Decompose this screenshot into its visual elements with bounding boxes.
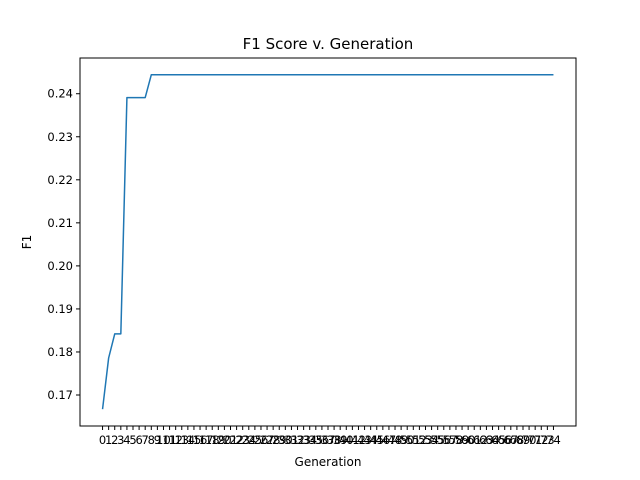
x-tick-label: 74 <box>546 433 561 447</box>
chart-title: F1 Score v. Generation <box>243 35 414 53</box>
x-tick-label: 56 <box>436 433 451 447</box>
x-tick-label: 30 <box>278 433 293 447</box>
x-tick-label: 27 <box>260 433 275 447</box>
y-tick-label: 0.24 <box>47 87 73 101</box>
x-tick-label: 61 <box>467 433 482 447</box>
x-tick-label: 57 <box>443 433 458 447</box>
x-tick-label: 38 <box>327 433 342 447</box>
x-tick-label: 28 <box>266 433 281 447</box>
x-tick-label: 70 <box>522 433 537 447</box>
x-tick-label: 3 <box>117 433 124 447</box>
x-tick-label: 69 <box>516 433 531 447</box>
x-tick-label: 8 <box>148 433 155 447</box>
x-tick-label: 32 <box>290 433 305 447</box>
x-tick-label: 7 <box>142 433 149 447</box>
x-tick-label: 15 <box>187 433 202 447</box>
x-tick-label: 17 <box>199 433 214 447</box>
x-tick-label: 64 <box>485 433 500 447</box>
x-tick-label: 41 <box>345 433 360 447</box>
plot-area: 0.170.180.190.200.210.220.230.2401234567… <box>47 57 577 447</box>
x-tick-label: 52 <box>412 433 427 447</box>
x-tick-label: 0 <box>99 433 106 447</box>
x-tick-label: 60 <box>461 433 476 447</box>
x-tick-label: 35 <box>308 433 323 447</box>
series-line-0 <box>101 74 554 410</box>
x-tick-label: 10 <box>156 433 171 447</box>
y-tick-label: 0.22 <box>47 173 73 187</box>
x-tick-label: 73 <box>540 433 555 447</box>
x-axis-label: Generation <box>295 455 362 469</box>
x-tick-label: 36 <box>315 433 330 447</box>
x-tick-label: 53 <box>418 433 433 447</box>
x-tick-label: 58 <box>449 433 464 447</box>
y-tick-label: 0.21 <box>47 216 73 230</box>
y-tick-label: 0.18 <box>47 345 73 359</box>
x-tick-label: 59 <box>455 433 470 447</box>
x-tick-label: 31 <box>284 433 299 447</box>
x-tick-label: 6 <box>135 433 142 447</box>
x-tick-label: 9 <box>154 433 161 447</box>
x-tick-label: 66 <box>497 433 512 447</box>
x-tick-label: 24 <box>241 433 256 447</box>
x-tick-label: 50 <box>400 433 415 447</box>
x-tick-label: 46 <box>376 433 391 447</box>
x-tick-label: 43 <box>357 433 372 447</box>
x-tick-label: 19 <box>211 433 226 447</box>
x-tick-label: 39 <box>333 433 348 447</box>
x-tick-label: 5 <box>129 433 136 447</box>
x-tick-label: 14 <box>181 433 196 447</box>
x-tick-label: 22 <box>229 433 244 447</box>
x-tick-label: 21 <box>223 433 238 447</box>
x-tick-label: 72 <box>534 433 549 447</box>
x-tick-label: 71 <box>528 433 543 447</box>
x-tick-label: 54 <box>424 433 439 447</box>
x-tick-label: 40 <box>339 433 354 447</box>
x-tick-label: 45 <box>369 433 384 447</box>
x-tick-label: 68 <box>510 433 525 447</box>
x-tick-label: 44 <box>363 433 378 447</box>
x-tick-label: 12 <box>168 433 183 447</box>
y-tick-label: 0.17 <box>47 388 73 402</box>
x-tick-label: 65 <box>491 433 506 447</box>
x-tick-label: 48 <box>388 433 403 447</box>
x-tick-label: 2 <box>111 433 118 447</box>
x-tick-label: 13 <box>174 433 189 447</box>
x-tick-label: 23 <box>235 433 250 447</box>
x-tick-label: 67 <box>503 433 518 447</box>
x-tick-label: 1 <box>105 433 112 447</box>
x-tick-label: 11 <box>162 433 177 447</box>
x-tick-label: 42 <box>351 433 366 447</box>
x-tick-label: 34 <box>302 433 317 447</box>
x-tick-label: 47 <box>382 433 397 447</box>
y-axis-label: F1 <box>20 235 34 250</box>
y-tick-label: 0.23 <box>47 130 73 144</box>
x-tick-label: 37 <box>321 433 336 447</box>
x-tick-label: 26 <box>254 433 269 447</box>
x-tick-label: 33 <box>296 433 311 447</box>
x-tick-label: 29 <box>272 433 287 447</box>
x-tick-label: 25 <box>248 433 263 447</box>
x-tick-label: 20 <box>217 433 232 447</box>
x-tick-label: 51 <box>406 433 421 447</box>
x-tick-label: 55 <box>430 433 445 447</box>
x-tick-label: 16 <box>193 433 208 447</box>
plot-frame <box>79 57 577 427</box>
y-tick-label: 0.20 <box>47 259 73 273</box>
x-tick-label: 18 <box>205 433 220 447</box>
x-tick-label: 63 <box>479 433 494 447</box>
y-tick-label: 0.19 <box>47 302 73 316</box>
x-tick-label: 49 <box>394 433 409 447</box>
x-tick-label: 4 <box>123 433 130 447</box>
x-tick-label: 62 <box>473 433 488 447</box>
